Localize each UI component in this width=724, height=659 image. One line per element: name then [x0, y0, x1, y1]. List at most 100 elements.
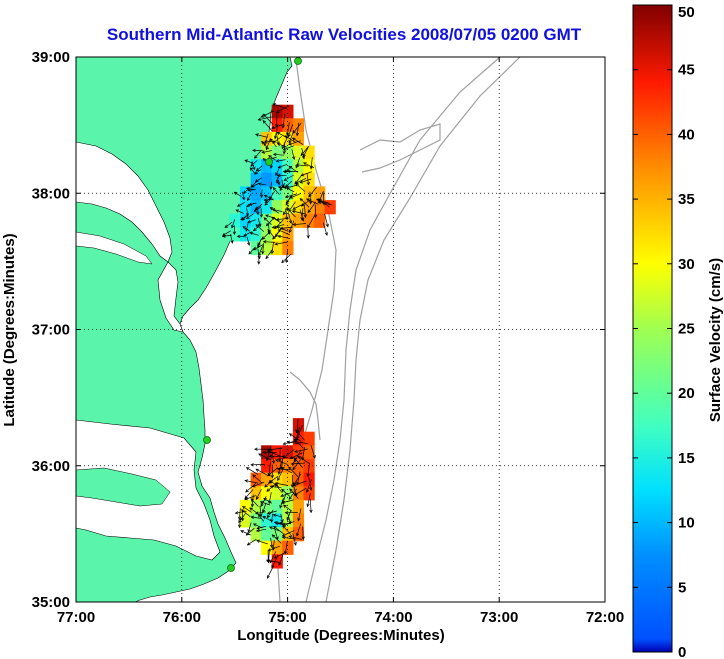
velocity-arrowhead	[284, 135, 289, 139]
velocity-arrowhead	[245, 467, 250, 471]
velocity-arrowhead	[306, 503, 310, 508]
velocity-arrowhead	[279, 504, 283, 509]
velocity-arrowhead	[286, 517, 290, 522]
velocity-cell	[282, 131, 294, 147]
velocity-arrow	[269, 551, 277, 563]
velocity-arrowhead	[289, 455, 294, 459]
velocity-arrow	[230, 234, 233, 244]
x-axis-label: Longitude (Degrees:Minutes)	[237, 627, 445, 644]
velocity-arrow	[246, 236, 250, 246]
velocity-cell	[292, 131, 305, 147]
velocity-arrow	[289, 535, 302, 540]
velocity-arrowhead	[236, 234, 241, 239]
velocity-arrow	[271, 123, 285, 129]
velocity-arrow	[275, 241, 288, 245]
velocity-arrow	[272, 136, 283, 144]
velocity-arrow	[277, 468, 284, 481]
velocity-arrowhead	[260, 194, 264, 199]
velocity-arrowhead	[277, 477, 281, 482]
velocity-arrow	[244, 495, 257, 500]
velocity-arrow	[275, 459, 288, 465]
velocity-arrow	[286, 510, 292, 521]
velocity-arrowhead	[290, 484, 294, 488]
velocity-arrow	[250, 160, 258, 167]
velocity-arrow	[324, 213, 329, 227]
velocity-arrowhead	[297, 517, 301, 522]
velocity-arrow	[287, 124, 294, 137]
velocity-arrowhead	[284, 259, 289, 264]
station-marker	[265, 158, 273, 166]
colorbar-ticks: 0 5 10 15 20 25 30 35 40 45 50	[633, 4, 695, 659]
velocity-arrow	[265, 138, 271, 150]
velocity-arrowhead	[307, 224, 311, 229]
velocity-arrow	[262, 243, 265, 254]
velocity-arrow	[322, 222, 328, 236]
velocity-arrowhead	[281, 145, 285, 150]
velocity-arrow	[263, 498, 273, 504]
velocity-arrowhead	[274, 481, 279, 486]
velocity-arrowhead	[276, 142, 281, 147]
velocity-arrow	[272, 539, 275, 550]
velocity-arrow	[262, 516, 271, 522]
station-marker	[294, 57, 302, 65]
velocity-cell	[282, 104, 294, 119]
velocity-arrow	[263, 113, 274, 125]
velocity-arrowhead	[244, 479, 249, 483]
velocity-arrowhead	[261, 140, 265, 145]
velocity-arrow	[271, 241, 274, 254]
velocity-arrow	[292, 203, 305, 210]
colorbar-tick-label: 50	[678, 4, 695, 21]
velocity-arrowhead	[230, 240, 234, 244]
y-tick-label: 35:00	[32, 594, 70, 611]
velocity-arrowhead	[248, 202, 252, 206]
velocity-arrowhead	[277, 165, 282, 169]
velocity-arrowhead	[262, 113, 267, 118]
velocity-cell	[271, 186, 283, 201]
velocity-arrowhead	[294, 449, 298, 453]
velocity-arrow	[289, 220, 295, 233]
velocity-arrowhead	[295, 164, 299, 169]
velocity-arrow	[306, 173, 309, 185]
velocity-arrowhead	[265, 457, 270, 462]
velocity-arrow	[266, 560, 281, 563]
velocity-arrow	[288, 130, 295, 144]
velocity-arrowhead	[317, 201, 322, 205]
velocity-arrow	[274, 529, 279, 540]
velocity-arrowhead	[269, 485, 274, 489]
velocity-arrowhead	[295, 163, 300, 167]
velocity-arrowhead	[258, 453, 262, 457]
velocity-arrowhead	[250, 515, 255, 519]
velocity-arrowhead	[269, 195, 273, 200]
velocity-arrowhead	[247, 188, 252, 192]
velocity-arrow	[247, 193, 252, 201]
velocity-arrowhead	[247, 529, 251, 533]
velocity-cell	[282, 240, 294, 256]
velocity-arrowhead	[244, 495, 248, 500]
velocity-arrowhead	[257, 117, 262, 121]
velocity-arrowhead	[266, 473, 271, 477]
velocity-arrowhead	[255, 133, 259, 137]
velocity-arrow	[272, 187, 280, 195]
velocity-arrowhead	[267, 229, 271, 233]
velocity-arrowhead	[255, 468, 260, 472]
velocity-arrow	[289, 488, 299, 499]
contour-south	[289, 371, 321, 441]
velocity-arrowhead	[249, 167, 254, 171]
velocity-arrowhead	[262, 157, 267, 162]
y-tick-label: 36:00	[32, 458, 70, 475]
velocity-arrow	[276, 218, 289, 220]
velocity-arrow	[246, 213, 254, 219]
velocity-arrowhead	[275, 109, 280, 113]
velocity-arrow	[286, 207, 296, 218]
velocity-arrow	[270, 486, 282, 489]
velocity-arrow	[247, 219, 256, 223]
velocity-arrow	[265, 214, 277, 220]
velocity-cell	[282, 445, 294, 460]
velocity-arrow	[282, 530, 295, 537]
velocity-arrow	[251, 183, 259, 188]
velocity-arrow	[276, 133, 279, 145]
velocity-arrow	[248, 202, 257, 206]
colorbar-gradient	[632, 4, 673, 653]
velocity-arrowhead	[288, 535, 293, 539]
colorbar: 0 5 10 15 20 25 30 35 40 45 50 Surface Velocity (c…	[632, 4, 724, 659]
